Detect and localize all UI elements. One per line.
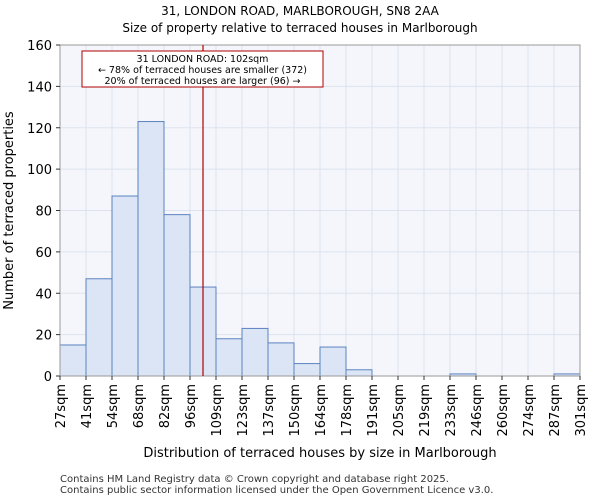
x-axis-label: Distribution of terraced houses by size … [143, 446, 496, 461]
bar [267, 342, 295, 377]
y-tick-label: 60 [35, 246, 52, 261]
x-tick-label: 219sqm [418, 384, 433, 437]
x-tick-label: 137sqm [262, 384, 277, 437]
y-axis-label: Number of terraced properties [2, 111, 17, 310]
x-tick-label: 274sqm [522, 384, 537, 437]
x-tick-label: 82sqm [158, 384, 173, 428]
x-tick-label: 260sqm [496, 384, 511, 437]
y-tick-label: 40 [35, 287, 52, 302]
x-tick-label: 287sqm [548, 384, 563, 437]
bar [163, 214, 191, 377]
footer-licence: Contains public sector information licen… [60, 485, 494, 496]
annotation-box [81, 50, 324, 88]
bar [293, 363, 321, 377]
x-tick-label: 178sqm [340, 384, 355, 437]
x-tick-label: 164sqm [314, 384, 329, 437]
x-tick-label: 68sqm [132, 384, 147, 428]
footer-copyright: Contains HM Land Registry data © Crown c… [60, 474, 449, 485]
chart-subtitle: Size of property relative to terraced ho… [122, 21, 478, 35]
x-tick-label: 54sqm [106, 384, 121, 428]
x-tick-label: 246sqm [470, 384, 485, 437]
bar [345, 369, 373, 377]
bar [59, 344, 87, 377]
y-tick-label: 160 [27, 39, 52, 54]
y-tick-label: 20 [35, 329, 52, 344]
chart-title: 31, LONDON ROAD, MARLBOROUGH, SN8 2AA [161, 4, 439, 18]
y-tick-label: 140 [27, 80, 52, 95]
x-tick-label: 191sqm [366, 384, 381, 437]
annotation-smaller: ← 78% of terraced houses are smaller (37… [98, 65, 307, 76]
x-tick-label: 150sqm [288, 384, 303, 437]
x-tick-label: 123sqm [236, 384, 251, 437]
y-tick-label: 0 [44, 370, 52, 385]
x-tick-label: 41sqm [80, 384, 95, 428]
y-tick-label: 100 [27, 163, 52, 178]
x-tick-label: 233sqm [444, 384, 459, 437]
bar [319, 346, 347, 377]
bar [215, 338, 243, 377]
x-tick-label: 109sqm [210, 384, 225, 437]
annotation-larger: 20% of terraced houses are larger (96) → [105, 76, 301, 87]
x-tick-label: 205sqm [392, 384, 407, 437]
x-tick-label: 96sqm [184, 384, 199, 428]
annotation-title: 31 LONDON ROAD: 102sqm [137, 54, 269, 65]
bar [85, 278, 113, 377]
bar [111, 195, 139, 377]
y-tick-label: 80 [35, 205, 52, 220]
x-tick-label: 27sqm [54, 384, 69, 428]
bar [137, 121, 165, 377]
bar [241, 327, 269, 377]
y-tick-label: 120 [27, 122, 52, 137]
x-tick-label: 301sqm [574, 384, 589, 437]
